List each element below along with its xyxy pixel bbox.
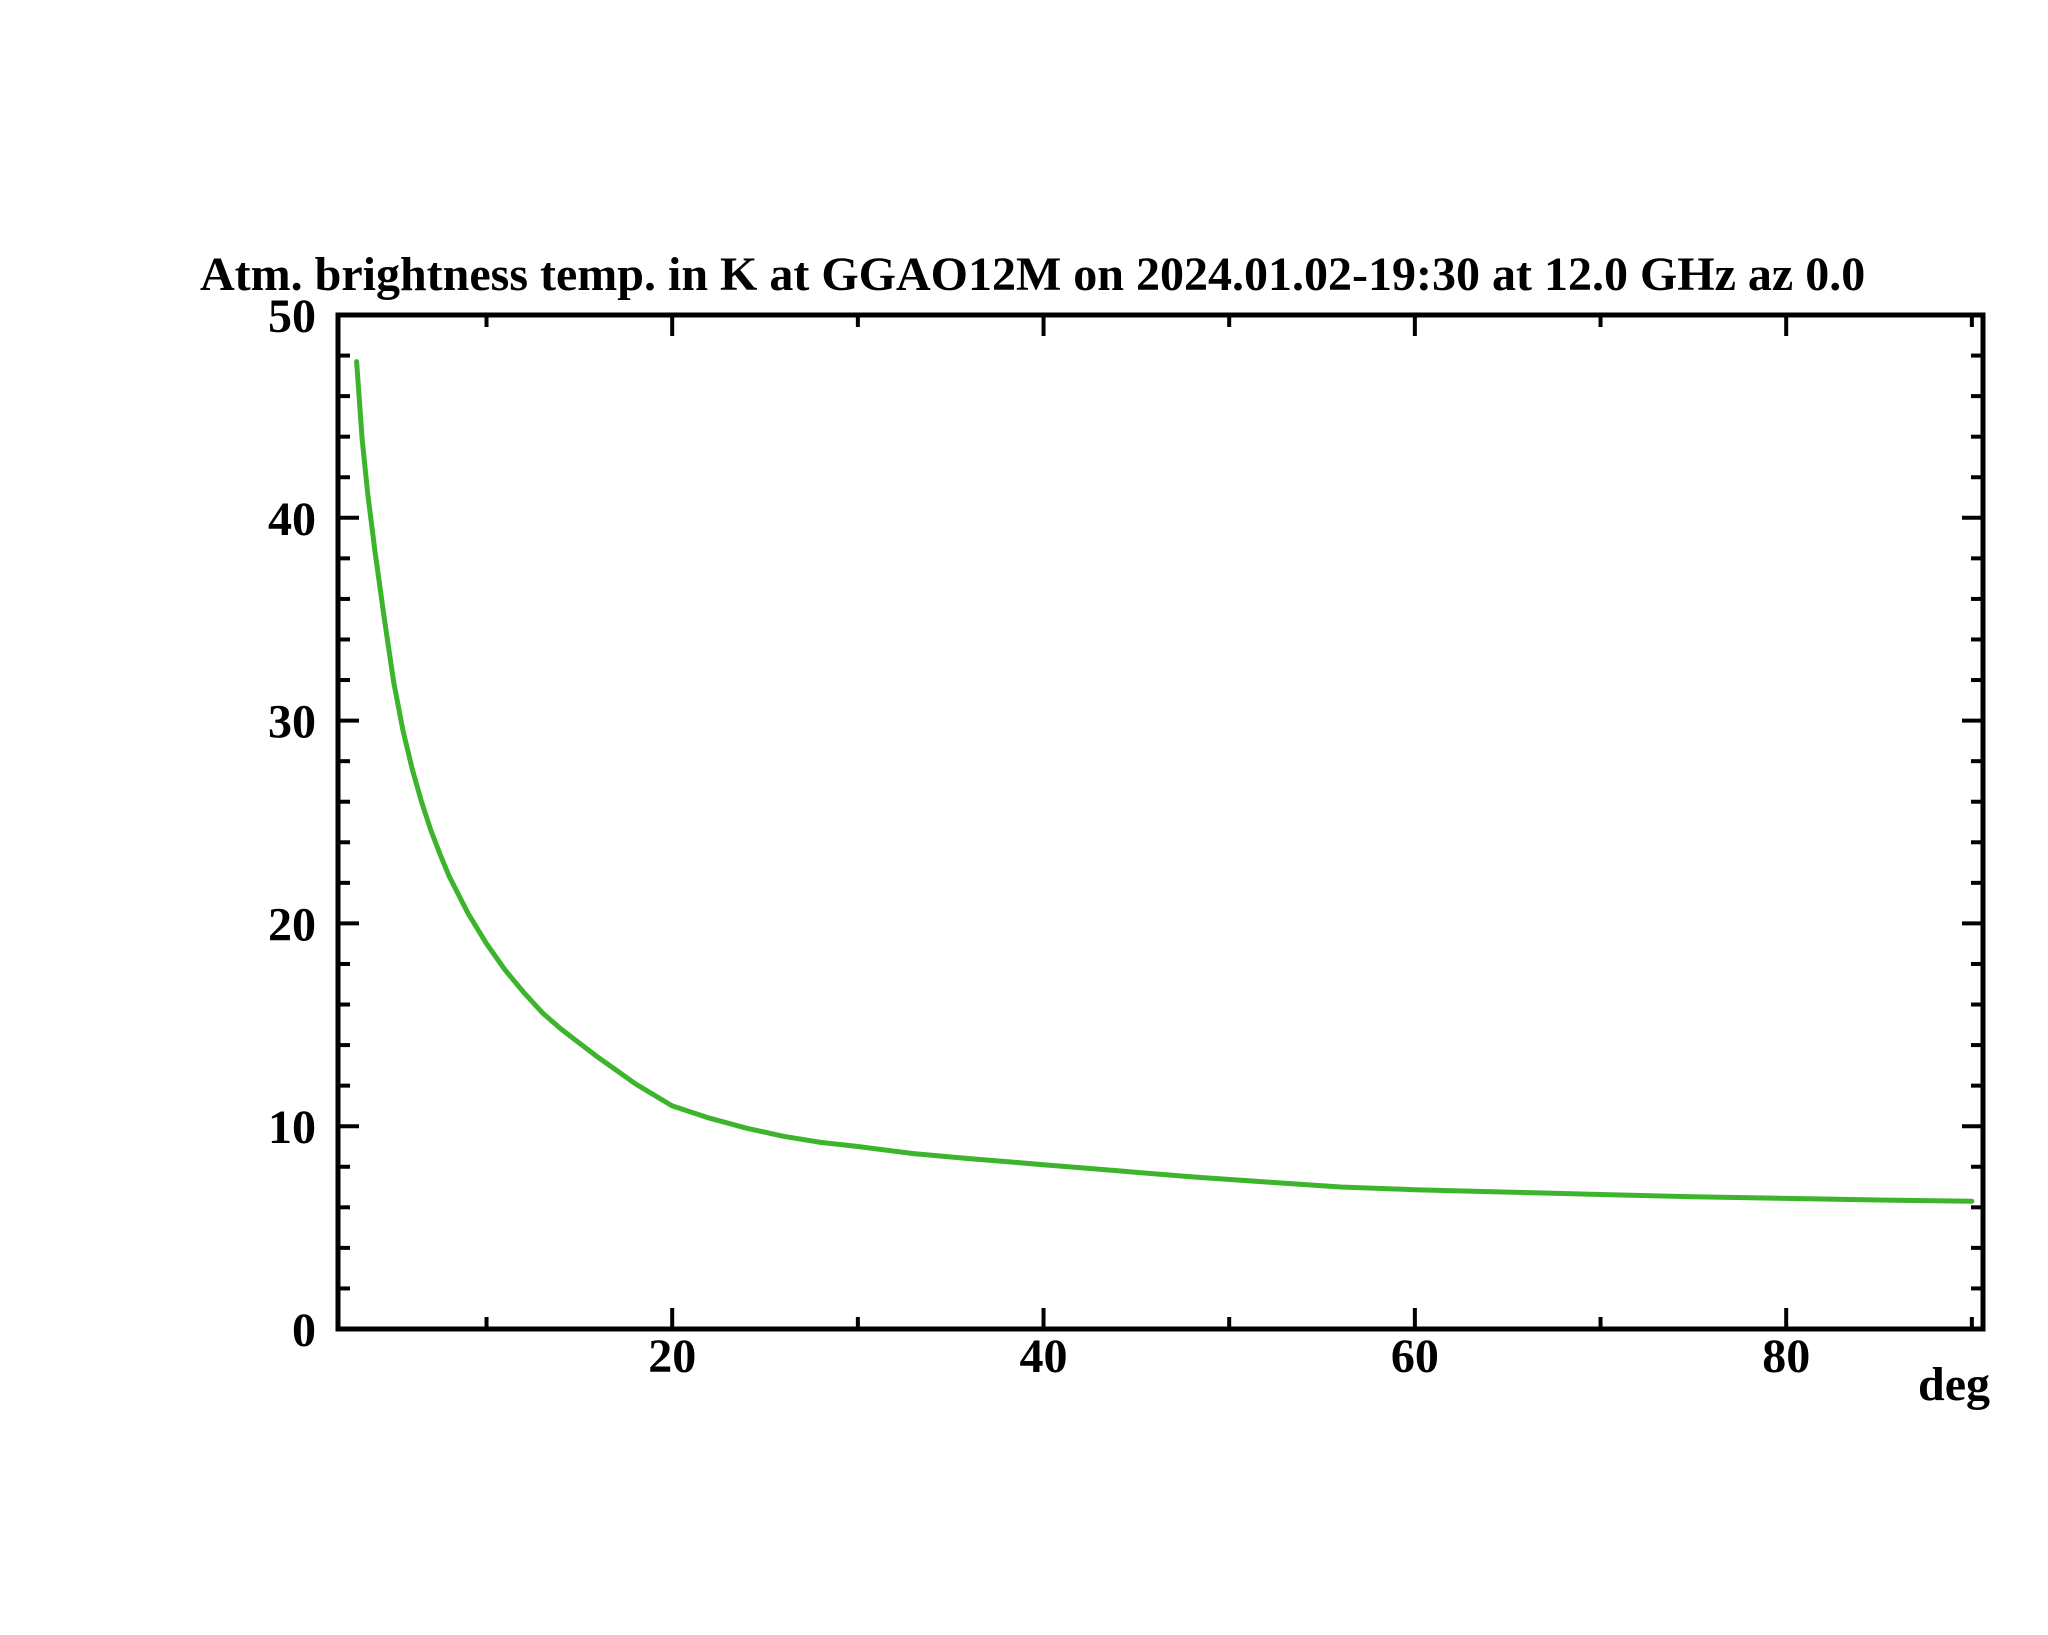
x-tick-label: 80 xyxy=(1762,1330,1810,1383)
y-tick-label: 0 xyxy=(292,1304,316,1357)
x-tick-labels: 20 40 60 80 xyxy=(648,1330,1810,1383)
y-tick-label: 50 xyxy=(268,290,316,343)
temperature-curve xyxy=(354,359,1975,1204)
y-tick-labels: 0 10 20 30 40 50 xyxy=(268,290,316,1357)
x-tick-label: 60 xyxy=(1391,1330,1439,1383)
plot-frame xyxy=(335,312,1986,1332)
plot-frame-rect xyxy=(335,312,1986,1332)
y-tick-label: 20 xyxy=(268,898,316,951)
axis-ticks xyxy=(338,315,1983,1329)
y-tick-label: 40 xyxy=(268,493,316,546)
temperature-curve-group xyxy=(354,359,1975,1204)
y-tick-label: 30 xyxy=(268,696,316,749)
x-axis-unit-label: deg xyxy=(1918,1358,1990,1411)
y-tick-label: 10 xyxy=(268,1101,316,1154)
x-tick-label: 20 xyxy=(648,1330,696,1383)
chart-title: Atm. brightness temp. in K at GGAO12M on… xyxy=(200,248,1865,301)
x-tick-label: 40 xyxy=(1020,1330,1068,1383)
